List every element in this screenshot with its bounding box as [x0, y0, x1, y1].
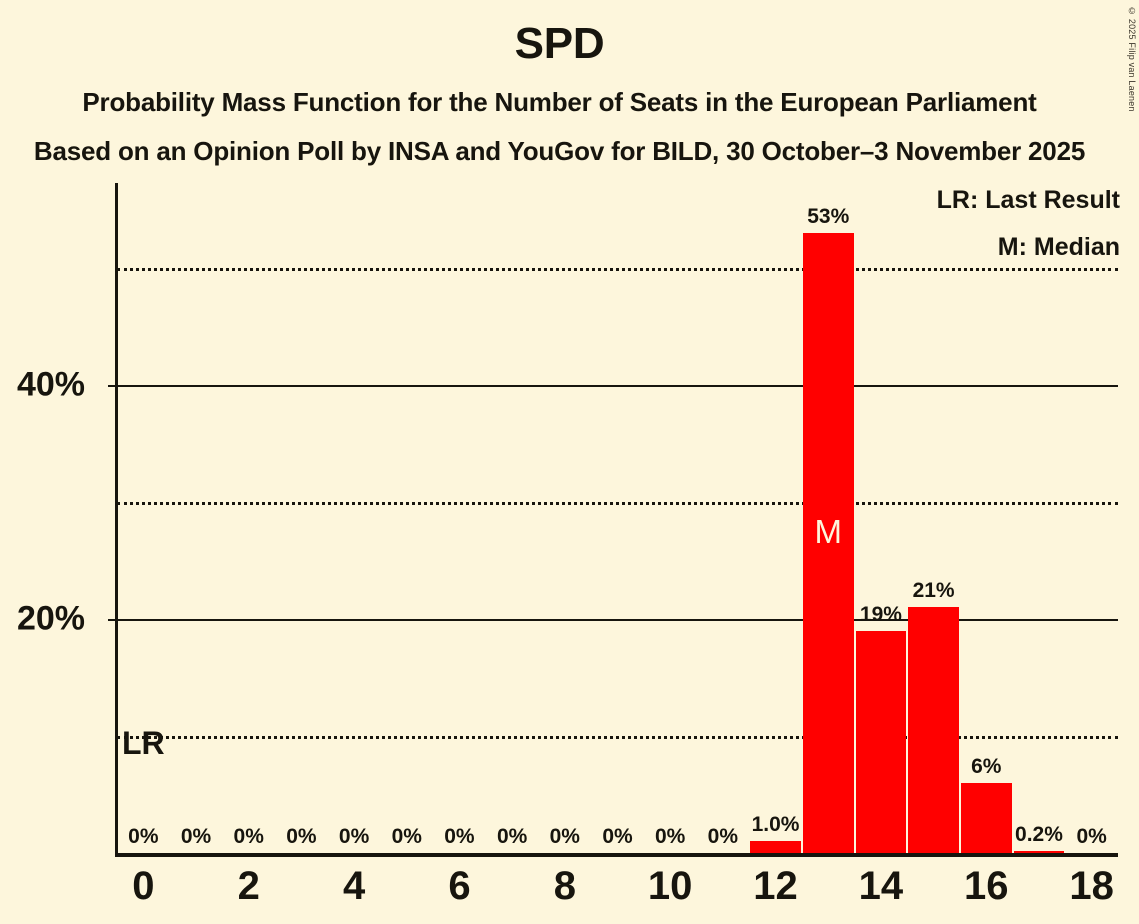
y-tick-40pct: [108, 385, 117, 388]
y-axis-label-40pct: 40%: [16, 365, 85, 404]
bar-value-label-seat-12: 1.0%: [751, 813, 800, 837]
bar-seat-12[interactable]: [750, 841, 801, 853]
legend-last-result: LR: Last Result: [936, 186, 1120, 214]
y-axis-line: [115, 183, 118, 856]
x-axis-label-2: 2: [237, 864, 260, 908]
x-axis-label-4: 4: [342, 864, 366, 908]
bar-value-label-seat-5: 0%: [391, 825, 422, 848]
bar-seat-13[interactable]: [802, 233, 854, 853]
page-title: SPD: [514, 19, 605, 68]
x-axis-label-8: 8: [553, 864, 576, 908]
bar-seat-14[interactable]: [855, 630, 907, 853]
x-axis-line: [115, 853, 1118, 857]
bar-value-label-seat-13: 53%: [807, 205, 850, 229]
y-tick-20pct: [108, 619, 117, 622]
bar-value-label-seat-3: 0%: [286, 825, 317, 848]
x-axis-label-10: 10: [647, 864, 693, 908]
y-axis-label-20pct: 20%: [16, 599, 85, 638]
x-axis-label-18: 18: [1069, 864, 1114, 908]
bar-value-label-seat-18: 0%: [1076, 825, 1107, 848]
bar-value-label-seat-2: 0%: [233, 825, 264, 848]
bar-value-label-seat-10: 0%: [654, 825, 686, 848]
bar-value-label-seat-7: 0%: [496, 825, 528, 848]
bar-value-label-seat-11: 0%: [707, 825, 739, 848]
chart-subtitle: Probability Mass Function for the Number…: [82, 87, 1037, 117]
x-axis-label-16: 16: [964, 864, 1009, 908]
gridline-30pct: [117, 502, 1118, 506]
bar-value-label-seat-17: 0.2%: [1015, 822, 1063, 846]
marker-median: M: [814, 513, 842, 550]
bar-seat-16[interactable]: [960, 782, 1012, 853]
gridline-40pct: [117, 385, 1118, 388]
x-axis-label-6: 6: [448, 864, 471, 908]
chart-source-note: Based on an Opinion Poll by INSA and You…: [33, 136, 1086, 166]
bar-value-label-seat-14: 19%: [859, 602, 902, 626]
gridline-10pct: [117, 736, 1118, 740]
gridline-20pct: [117, 619, 1118, 622]
x-axis-label-12: 12: [753, 864, 798, 908]
copyright-notice: © 2025 Filip van Laenen: [1127, 6, 1137, 112]
bar-value-label-seat-9: 0%: [602, 825, 633, 848]
x-axis-label-0: 0: [132, 864, 155, 908]
bar-value-label-seat-8: 0%: [549, 825, 580, 848]
bar-value-label-seat-16: 6%: [971, 754, 1002, 778]
bar-value-label-seat-4: 0%: [338, 825, 370, 848]
marker-lr: LR: [122, 725, 165, 761]
legend-median: M: Median: [997, 233, 1120, 261]
plot-area: 0% 0% 0% 0% 0% 0% 0% 0% 0% 0% 0% 0% 1.0% 53% 19% 21% 6% 0…: [108, 183, 1118, 853]
bar-value-label-seat-0: 0%: [128, 825, 159, 848]
x-axis-label-14: 14: [858, 864, 904, 908]
gridline-50pct: [117, 268, 1118, 272]
bar-seat-17[interactable]: [1013, 850, 1065, 853]
bar-value-label-seat-6: 0%: [444, 825, 475, 848]
bar-value-label-seat-1: 0%: [180, 825, 212, 848]
bar-value-label-seat-15: 21%: [912, 579, 955, 603]
bar-seat-15[interactable]: [908, 607, 959, 853]
